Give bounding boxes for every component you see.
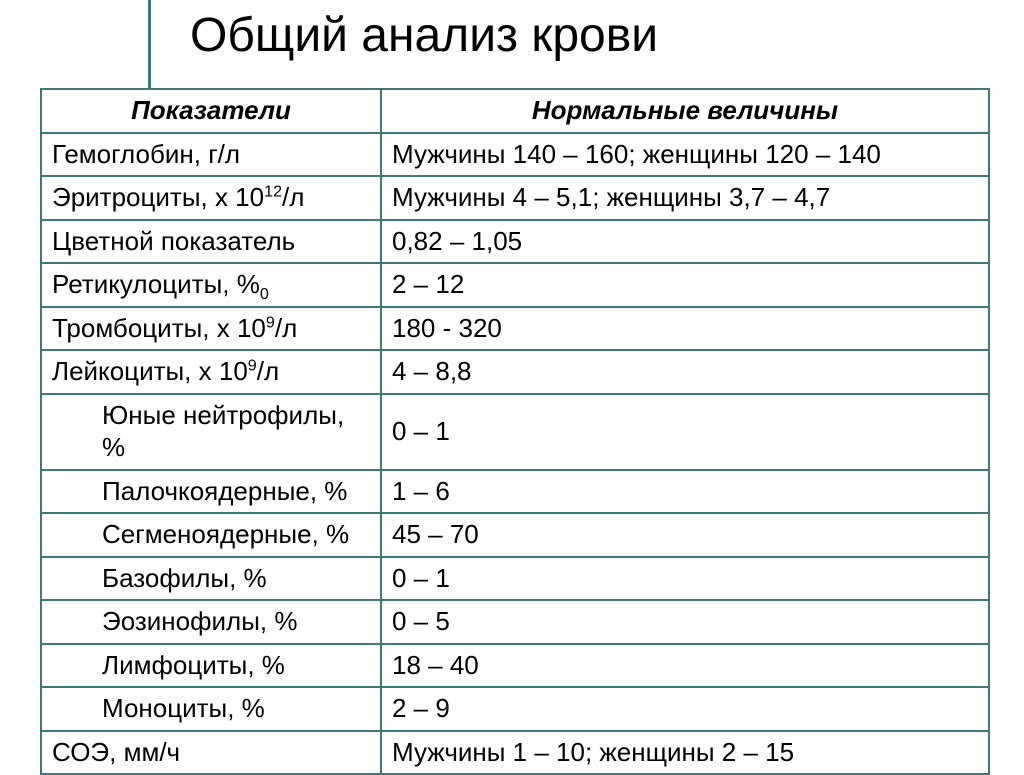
table-row: Ретикулоциты, %02 – 12 <box>41 263 989 307</box>
cell-indicator: Цветной показатель <box>41 220 381 264</box>
page-title: Общий анализ крови <box>190 8 658 63</box>
cell-indicator: СОЭ, мм/ч <box>41 731 381 775</box>
table-row: Сегменоядерные, %45 – 70 <box>41 513 989 557</box>
cell-indicator: Сегменоядерные, % <box>41 513 381 557</box>
cell-indicator: Гемоглобин, г/л <box>41 133 381 177</box>
cell-indicator: Эозинофилы, % <box>41 600 381 644</box>
cell-value: 45 – 70 <box>381 513 989 557</box>
table-row: Гемоглобин, г/лМужчины 140 – 160; женщин… <box>41 133 989 177</box>
blood-test-table: Показатели Нормальные величины Гемоглоби… <box>40 88 990 775</box>
cell-value: 180 - 320 <box>381 307 989 351</box>
cell-value: Мужчины 4 – 5,1; женщины 3,7 – 4,7 <box>381 176 989 220</box>
cell-indicator: Палочкоядерные, % <box>41 470 381 514</box>
column-header-values: Нормальные величины <box>381 89 989 133</box>
cell-indicator: Лимфоциты, % <box>41 644 381 688</box>
cell-value: 2 – 12 <box>381 263 989 307</box>
table-row: СОЭ, мм/чМужчины 1 – 10; женщины 2 – 15 <box>41 731 989 775</box>
cell-value: 4 – 8,8 <box>381 350 989 394</box>
table-row: Моноциты, %2 – 9 <box>41 687 989 731</box>
cell-indicator: Базофилы, % <box>41 557 381 601</box>
table-row: Лейкоциты, х 109/л4 – 8,8 <box>41 350 989 394</box>
table-row: Лимфоциты, %18 – 40 <box>41 644 989 688</box>
cell-value: 1 – 6 <box>381 470 989 514</box>
cell-indicator: Ретикулоциты, %0 <box>41 263 381 307</box>
column-header-indicators: Показатели <box>41 89 381 133</box>
cell-indicator: Эритроциты, х 1012/л <box>41 176 381 220</box>
table-row: Юные нейтрофилы, %0 – 1 <box>41 394 989 470</box>
cell-indicator: Моноциты, % <box>41 687 381 731</box>
cell-indicator: Тромбоциты, х 109/л <box>41 307 381 351</box>
cell-value: 0,82 – 1,05 <box>381 220 989 264</box>
table-header-row: Показатели Нормальные величины <box>41 89 989 133</box>
cell-value: 0 – 1 <box>381 394 989 470</box>
table-row: Тромбоциты, х 109/л180 - 320 <box>41 307 989 351</box>
cell-value: 2 – 9 <box>381 687 989 731</box>
table-row: Эритроциты, х 1012/лМужчины 4 – 5,1; жен… <box>41 176 989 220</box>
cell-indicator: Юные нейтрофилы, % <box>41 394 381 470</box>
table-row: Эозинофилы, %0 – 5 <box>41 600 989 644</box>
table-row: Палочкоядерные, %1 – 6 <box>41 470 989 514</box>
cell-value: Мужчины 140 – 160; женщины 120 – 140 <box>381 133 989 177</box>
cell-value: 0 – 5 <box>381 600 989 644</box>
blood-test-table-container: Показатели Нормальные величины Гемоглоби… <box>40 88 988 775</box>
table-row: Цветной показатель0,82 – 1,05 <box>41 220 989 264</box>
table-row: Базофилы, %0 – 1 <box>41 557 989 601</box>
cell-value: 0 – 1 <box>381 557 989 601</box>
cell-value: Мужчины 1 – 10; женщины 2 – 15 <box>381 731 989 775</box>
cell-indicator: Лейкоциты, х 109/л <box>41 350 381 394</box>
table-body: Гемоглобин, г/лМужчины 140 – 160; женщин… <box>41 133 989 775</box>
cell-value: 18 – 40 <box>381 644 989 688</box>
